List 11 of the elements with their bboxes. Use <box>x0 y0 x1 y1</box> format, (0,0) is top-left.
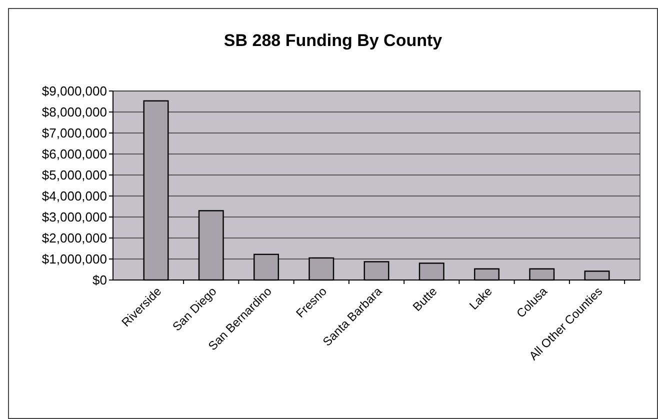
y-tick-label: $2,000,000 <box>42 230 107 246</box>
y-tick-label: $4,000,000 <box>42 188 107 204</box>
y-tick-label: $8,000,000 <box>42 104 107 120</box>
y-tick-label: $6,000,000 <box>42 146 107 162</box>
y-tick-label: $5,000,000 <box>42 168 107 183</box>
y-tick-label: $1,000,000 <box>42 252 107 267</box>
y-tick-label: $7,000,000 <box>42 126 107 141</box>
y-tick-label: $9,000,000 <box>42 84 107 99</box>
y-tick-label: $3,000,000 <box>42 210 107 225</box>
chart-title: SB 288 Funding By County <box>224 31 443 50</box>
y-tick-label: $0 <box>92 272 107 288</box>
